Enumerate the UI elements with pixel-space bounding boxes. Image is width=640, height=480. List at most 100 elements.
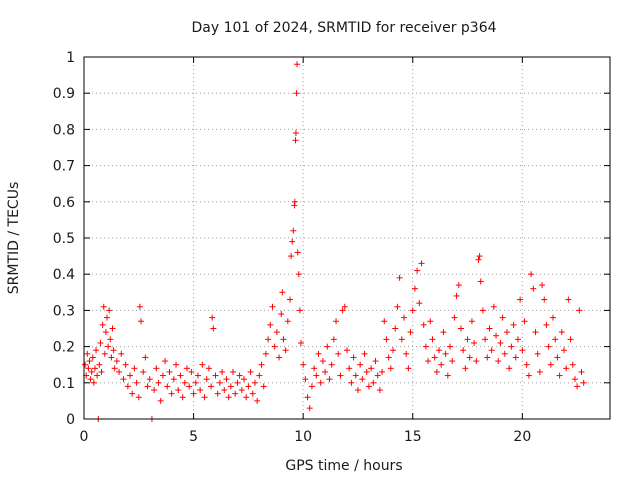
data-point <box>466 354 473 361</box>
data-point <box>294 61 301 68</box>
data-point <box>328 361 335 368</box>
data-point <box>295 271 302 278</box>
data-point <box>311 365 318 372</box>
x-tick-label: 20 <box>513 429 531 445</box>
data-point <box>578 368 585 375</box>
data-point <box>122 361 129 368</box>
data-point <box>291 198 298 205</box>
data-point <box>453 292 460 299</box>
data-point <box>289 238 296 245</box>
y-tick-label: 0.7 <box>53 159 75 175</box>
y-axis-label: SRMTID / TECUs <box>6 182 22 295</box>
data-point <box>203 376 210 383</box>
data-point <box>488 347 495 354</box>
data-point <box>394 303 401 310</box>
data-point <box>168 390 175 397</box>
data-point <box>297 339 304 346</box>
data-point <box>418 260 425 267</box>
data-point <box>221 387 228 394</box>
data-point <box>536 368 543 375</box>
data-point <box>490 303 497 310</box>
data-point <box>444 372 451 379</box>
data-point <box>133 379 140 386</box>
data-point <box>306 405 313 412</box>
data-point <box>440 329 447 336</box>
y-tick-label: 0.2 <box>53 340 75 356</box>
data-point <box>144 383 151 390</box>
data-point <box>482 336 489 343</box>
data-point <box>354 387 361 394</box>
data-point <box>214 390 221 397</box>
data-point <box>201 394 208 401</box>
data-point <box>372 358 379 365</box>
data-point <box>131 365 138 372</box>
data-point <box>510 321 517 328</box>
data-point <box>569 361 576 368</box>
axis-ticks: 00.10.20.30.40.50.60.70.80.910 5 10 15 20 <box>53 50 610 445</box>
data-point <box>146 376 153 383</box>
data-point <box>280 336 287 343</box>
data-point <box>379 368 386 375</box>
data-point <box>243 394 250 401</box>
data-point <box>232 390 239 397</box>
data-point <box>313 372 320 379</box>
data-point <box>260 383 267 390</box>
data-point <box>290 227 297 234</box>
data-point <box>558 329 565 336</box>
data-point <box>135 394 142 401</box>
data-point <box>296 307 303 314</box>
data-point <box>352 372 359 379</box>
data-point <box>571 376 578 383</box>
data-point <box>100 303 107 310</box>
data-point <box>155 379 162 386</box>
data-point <box>292 130 299 137</box>
data-point <box>361 350 368 357</box>
data-point <box>116 368 123 375</box>
data-point <box>249 390 256 397</box>
data-point <box>166 368 173 375</box>
data-point <box>99 321 106 328</box>
data-point <box>109 325 116 332</box>
data-point <box>501 350 508 357</box>
data-point <box>541 296 548 303</box>
data-point <box>545 343 552 350</box>
data-point <box>532 329 539 336</box>
x-tick-label: 15 <box>404 429 422 445</box>
data-point <box>462 365 469 372</box>
data-point <box>319 358 326 365</box>
data-point <box>556 372 563 379</box>
data-point <box>140 368 147 375</box>
data-point <box>554 354 561 361</box>
data-point <box>82 361 89 368</box>
data-point <box>473 358 480 365</box>
data-point <box>534 350 541 357</box>
data-point <box>234 379 241 386</box>
data-point <box>230 368 237 375</box>
data-point <box>151 387 158 394</box>
data-point <box>212 372 219 379</box>
data-point <box>427 318 434 325</box>
data-point <box>87 376 94 383</box>
data-point <box>455 282 462 289</box>
data-point <box>199 361 206 368</box>
data-point <box>89 354 96 361</box>
data-point <box>438 361 445 368</box>
data-point <box>486 325 493 332</box>
data-point <box>339 307 346 314</box>
data-point <box>86 358 93 365</box>
data-point <box>282 347 289 354</box>
data-point <box>317 379 324 386</box>
data-point <box>184 365 191 372</box>
data-point <box>267 321 274 328</box>
x-tick-label: 0 <box>80 429 89 445</box>
data-point <box>580 379 587 386</box>
data-point <box>425 358 432 365</box>
data-point <box>383 336 390 343</box>
data-point <box>365 383 372 390</box>
data-point <box>574 383 581 390</box>
data-point <box>405 365 412 372</box>
data-point <box>273 329 280 336</box>
data-point <box>265 336 272 343</box>
data-point <box>422 343 429 350</box>
